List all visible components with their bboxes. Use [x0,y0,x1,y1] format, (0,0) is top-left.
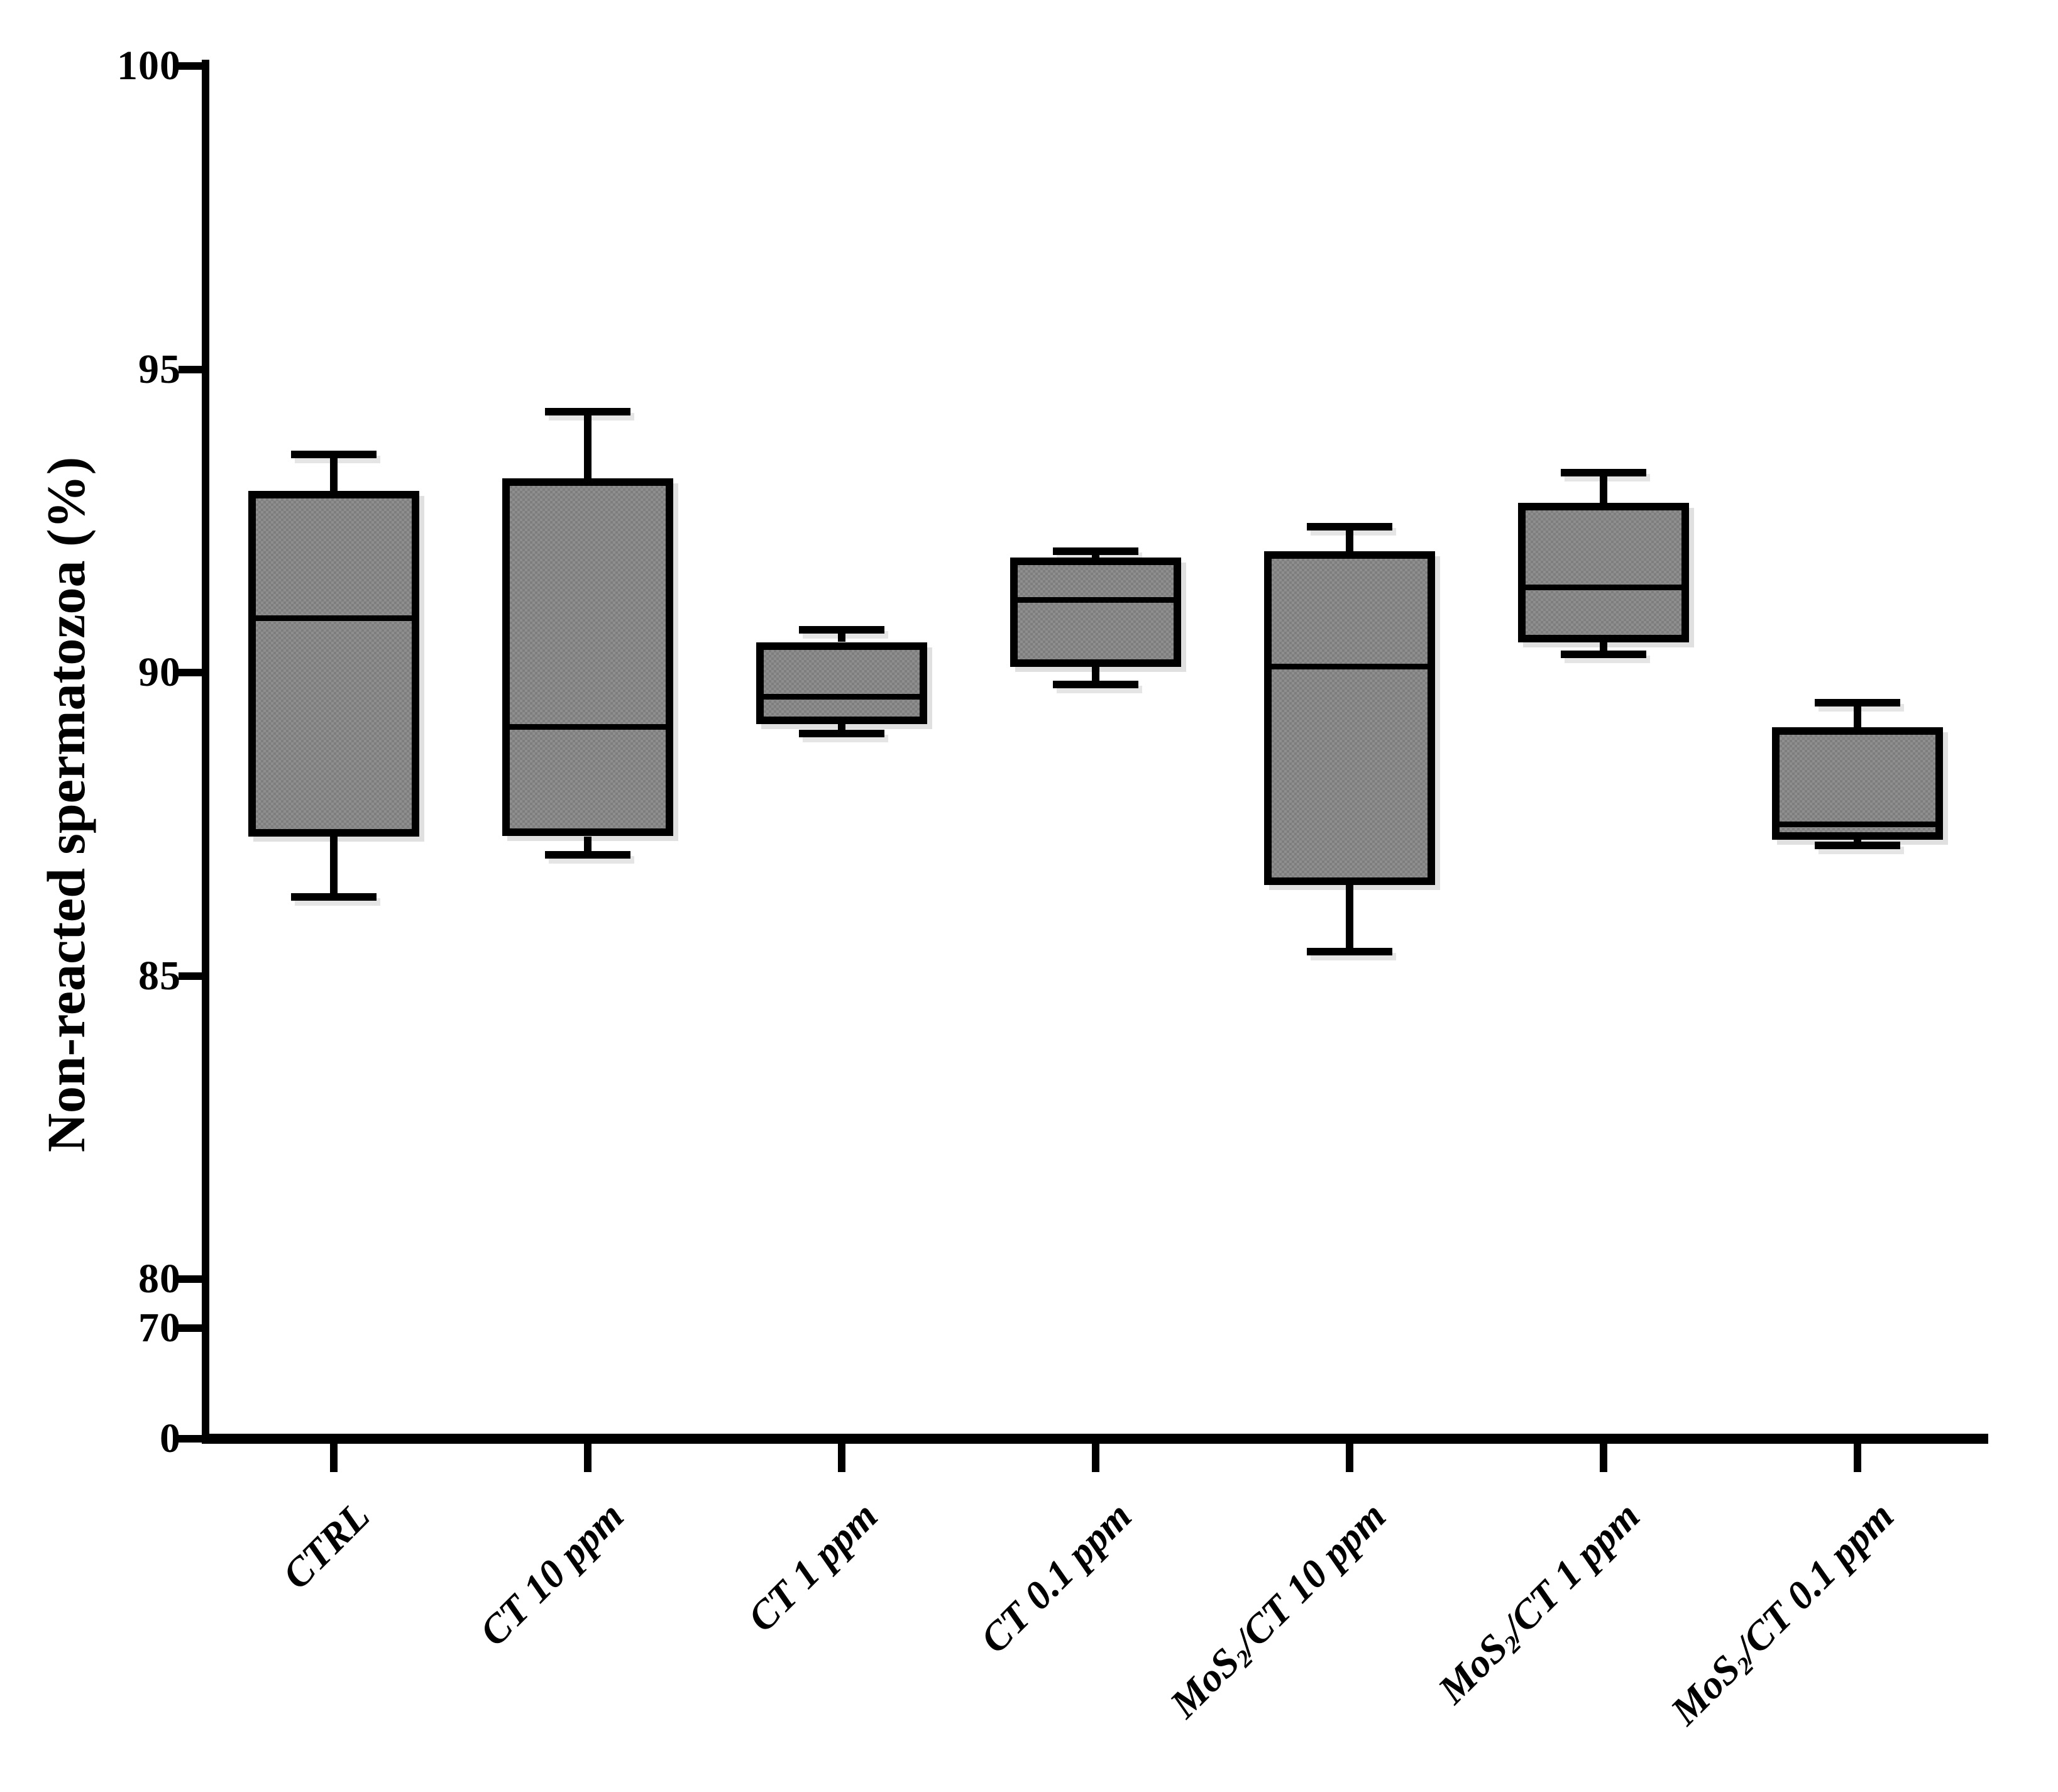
y-tick-label-85: 85 [138,953,181,999]
x-category-label-post: /CT 1 ppm [1493,1493,1648,1649]
median-line [1772,822,1943,827]
y-tick-85 [179,972,209,980]
x-tick-4 [1092,1444,1099,1472]
x-axis-spine [202,1434,1988,1444]
y-axis-spine [202,60,209,1444]
x-tick-7 [1854,1444,1861,1472]
whisker-bottom-cap [1307,948,1392,955]
x-tick-6 [1600,1444,1607,1472]
x-category-label-pre: CT 0.1 ppm [972,1493,1140,1662]
whisker-bottom-cap [291,893,377,901]
whisker-top-stem [1346,527,1353,551]
y-tick-80 [179,1275,209,1283]
x-category-label-pre: CT 1 ppm [739,1493,886,1641]
x-tick-5 [1346,1444,1353,1472]
median-line [756,694,927,700]
whisker-top-cap [1815,699,1900,706]
x-category-label-post: /CT 10 ppm [1224,1493,1394,1663]
y-tick-90 [179,669,209,676]
whisker-top-stem [1600,473,1607,503]
whisker-top-cap [1053,547,1138,555]
y-tick-70 [179,1324,209,1332]
whisker-top-cap [291,451,377,458]
x-tick-2 [584,1444,592,1472]
whisker-bottom-stem [1346,885,1353,952]
y-tick-0 [179,1435,209,1443]
x-tick-3 [838,1444,845,1472]
box-7 [1772,727,1943,840]
x-category-label-1: CTRL [273,1493,379,1598]
whisker-bottom-stem [1092,666,1099,684]
whisker-bottom-cap [799,730,884,737]
whisker-bottom-cap [545,851,630,859]
y-tick-label-0: 0 [160,1415,181,1461]
whisker-bottom-stem [330,837,338,898]
y-tick-label-70: 70 [138,1305,181,1351]
x-category-label-pre: CTRL [274,1493,378,1598]
y-tick-label-90: 90 [138,649,181,695]
y-tick-95 [179,366,209,373]
whisker-top-cap [799,626,884,634]
x-category-label-7: MoS2/CT 0.1 ppm [1661,1493,1904,1735]
median-line [1518,585,1689,590]
y-tick-label-95: 95 [138,346,181,392]
whisker-bottom-cap [1815,842,1900,849]
y-tick-label-80: 80 [138,1256,181,1302]
x-category-label-6: MoS2/CT 1 ppm [1429,1493,1650,1714]
whisker-top-cap [1561,469,1646,476]
whisker-top-stem [584,412,592,478]
whisker-bottom-cap [1053,681,1138,688]
y-tick-100 [179,62,209,70]
box-5 [1264,551,1435,885]
box-1 [248,491,419,837]
median-line [1264,664,1435,669]
whisker-top-cap [1307,523,1392,530]
median-line [502,724,673,730]
whisker-top-stem [1854,703,1861,727]
whisker-top-stem [330,454,338,491]
x-category-label-5: MoS2/CT 10 ppm [1161,1493,1396,1728]
whisker-top-cap [545,408,630,415]
median-line [248,615,419,621]
x-category-label-2: CT 10 ppm [471,1493,633,1655]
y-tick-label-100: 100 [117,43,181,89]
x-category-label-post: /CT 0.1 ppm [1725,1493,1902,1669]
x-category-label-3: CT 1 ppm [739,1493,887,1641]
whisker-bottom-stem [584,837,592,855]
x-tick-1 [330,1444,338,1472]
x-category-label-pre: CT 10 ppm [471,1493,632,1655]
box-4 [1010,558,1181,667]
box-2 [502,478,673,836]
whisker-bottom-cap [1561,651,1646,658]
x-category-label-4: CT 0.1 ppm [972,1493,1142,1663]
box-3 [756,642,927,724]
median-line [1010,597,1181,603]
box-6 [1518,503,1689,642]
